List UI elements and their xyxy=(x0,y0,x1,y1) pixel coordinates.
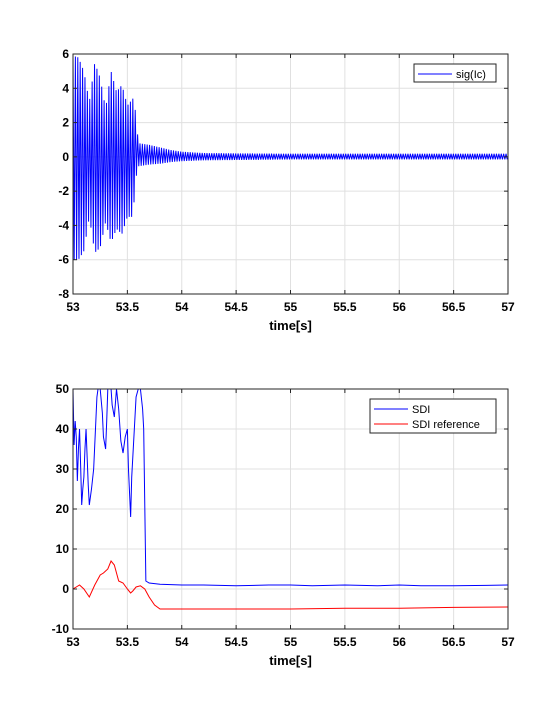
plot-bottom: 53 53.5 54 54.5 55 55.5 56 56.5 57 -10 0 10 20 30 40 50… xyxy=(52,382,515,668)
x-tick-label: 54.5 xyxy=(224,300,248,314)
y-tick-label: -10 xyxy=(52,622,70,636)
legend-label: SDI xyxy=(412,404,430,416)
x-tick-label: 56 xyxy=(393,635,407,649)
legend-label: sig(Ic) xyxy=(456,69,486,81)
y-tick-label: -8 xyxy=(58,287,69,301)
x-tick-label: 56 xyxy=(393,300,407,314)
x-tick-label: 54 xyxy=(175,300,189,314)
legend-box xyxy=(413,63,497,83)
legend-box xyxy=(369,398,497,434)
y-tick-label: 0 xyxy=(62,150,69,164)
x-tick-label: 53.5 xyxy=(116,300,140,314)
series-line-sdi xyxy=(73,389,508,587)
x-tick-label: 57 xyxy=(501,300,515,314)
x-tick-label: 54 xyxy=(175,635,189,649)
series-line-sdi-reference xyxy=(73,560,508,610)
x-tick-label: 54.5 xyxy=(224,635,248,649)
x-tick-label: 55.5 xyxy=(333,300,357,314)
y-tick-label: 6 xyxy=(62,47,69,61)
x-tick-label: 53 xyxy=(66,300,80,314)
legend-label: SDI reference xyxy=(412,419,480,431)
y-tick-label: 2 xyxy=(62,116,69,130)
x-axis-label: time[s] xyxy=(269,318,312,333)
y-tick-label: -6 xyxy=(58,253,69,267)
x-tick-label: 56.5 xyxy=(442,635,466,649)
y-tick-label: 0 xyxy=(62,582,69,596)
y-tick-label: 20 xyxy=(56,502,70,516)
y-tick-label: 40 xyxy=(56,422,70,436)
y-tick-label: -4 xyxy=(58,218,69,232)
series-line-sig-ic- xyxy=(73,55,508,260)
x-tick-label: 55 xyxy=(284,300,298,314)
x-tick-label: 56.5 xyxy=(442,300,466,314)
y-tick-label: 50 xyxy=(56,382,70,396)
x-tick-label: 53.5 xyxy=(116,635,140,649)
legend: SDI SDI reference xyxy=(369,398,497,434)
plot-top: 53 53.5 54 54.5 55 55.5 56 56.5 57 -8 -6 -4 -2 0 2 4 6 ti… xyxy=(58,47,515,333)
x-tick-label: 57 xyxy=(501,635,515,649)
x-tick-label: 55 xyxy=(284,635,298,649)
y-tick-label: 30 xyxy=(56,462,70,476)
x-tick-label: 55.5 xyxy=(333,635,357,649)
legend: sig(Ic) xyxy=(413,63,497,83)
y-tick-label: 10 xyxy=(56,542,70,556)
x-axis-label: time[s] xyxy=(269,653,312,668)
x-tick-label: 53 xyxy=(66,635,80,649)
y-tick-label: 4 xyxy=(62,81,69,95)
y-tick-label: -2 xyxy=(58,184,69,198)
